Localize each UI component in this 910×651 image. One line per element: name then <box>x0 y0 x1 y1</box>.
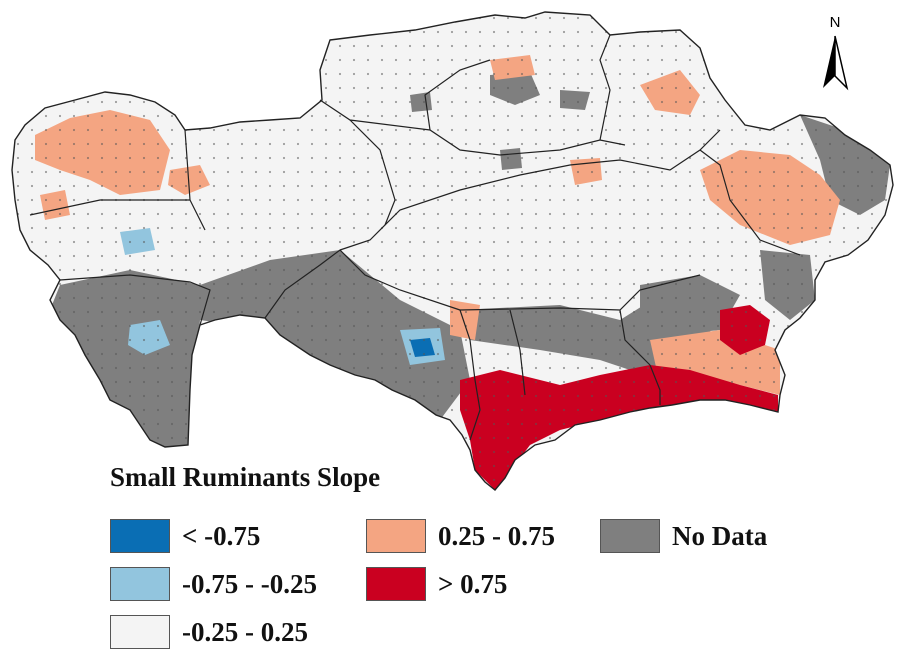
legend-swatch <box>110 567 170 601</box>
legend-label: 0.25 - 0.75 <box>438 520 555 551</box>
legend-item-moderate-negative: -0.75 - -0.25 <box>110 567 317 601</box>
north-label: N <box>829 14 841 31</box>
legend-swatch <box>366 567 426 601</box>
region-boundaries <box>29 34 801 441</box>
legend-item-neutral: -0.25 - 0.25 <box>110 615 308 649</box>
legend-swatch <box>110 615 170 649</box>
legend-title: Small Ruminants Slope <box>110 462 381 492</box>
legend-item-strong-positive: > 0.75 <box>366 567 507 601</box>
legend-label: -0.25 - 0.25 <box>182 616 308 647</box>
legend-label: -0.75 - -0.25 <box>182 568 317 599</box>
legend-swatch <box>600 519 660 553</box>
legend-label: > 0.75 <box>438 568 508 599</box>
map-canvas <box>11 11 894 491</box>
legend-swatch <box>110 519 170 553</box>
north-arrow: N <box>815 14 855 94</box>
legend-item-moderate-positive: 0.25 - 0.75 <box>366 519 555 553</box>
legend-item-no-data: No Data <box>600 519 767 553</box>
kazakhstan-map <box>11 11 894 491</box>
north-arrow-icon <box>823 35 849 91</box>
country-outline <box>11 11 894 491</box>
legend-label: < -0.75 <box>182 520 261 551</box>
significance-stipple <box>12 12 893 490</box>
legend-item-strong-negative: < -0.75 <box>110 519 260 553</box>
legend-swatch <box>366 519 426 553</box>
legend-label: No Data <box>672 520 768 551</box>
